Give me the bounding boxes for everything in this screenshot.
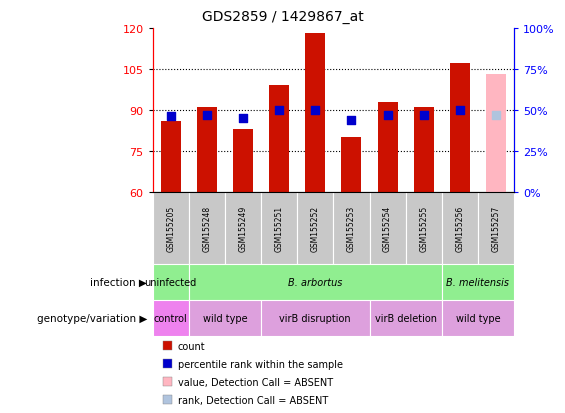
Bar <box>414 108 434 192</box>
Point <box>238 116 247 122</box>
Text: GSM155254: GSM155254 <box>383 205 392 252</box>
Text: rank, Detection Call = ABSENT: rank, Detection Call = ABSENT <box>178 395 328 405</box>
Text: count: count <box>178 341 206 351</box>
Point <box>492 112 501 119</box>
Text: percentile rank within the sample: percentile rank within the sample <box>178 359 343 369</box>
Bar <box>406 192 442 264</box>
Bar <box>189 301 261 337</box>
Text: B. arbortus: B. arbortus <box>288 278 342 287</box>
Bar <box>225 192 261 264</box>
Text: uninfected: uninfected <box>145 278 197 287</box>
Bar <box>163 359 172 368</box>
Bar <box>153 301 189 337</box>
Bar <box>450 64 470 192</box>
Bar <box>189 264 442 301</box>
Text: wild type: wild type <box>203 313 247 324</box>
Text: GSM155252: GSM155252 <box>311 205 320 252</box>
Text: GSM155205: GSM155205 <box>166 205 175 252</box>
Point <box>455 107 464 114</box>
Text: virB disruption: virB disruption <box>280 313 351 324</box>
Bar <box>261 192 297 264</box>
Bar <box>370 301 442 337</box>
Bar <box>333 192 370 264</box>
Bar <box>341 138 362 192</box>
Text: GSM155256: GSM155256 <box>455 205 464 252</box>
Bar <box>233 130 253 192</box>
Bar <box>163 377 172 386</box>
Bar <box>305 34 325 192</box>
Bar <box>297 192 333 264</box>
Point <box>383 112 392 119</box>
Bar <box>478 192 514 264</box>
Point <box>419 112 428 119</box>
Bar <box>486 75 506 192</box>
Bar <box>370 192 406 264</box>
Text: GSM155248: GSM155248 <box>202 205 211 252</box>
Text: control: control <box>154 313 188 324</box>
Text: GSM155257: GSM155257 <box>492 205 501 252</box>
Bar <box>160 121 181 192</box>
Text: genotype/variation ▶: genotype/variation ▶ <box>37 313 147 324</box>
Bar <box>269 86 289 192</box>
Bar <box>163 342 172 350</box>
Bar <box>153 192 189 264</box>
Bar <box>442 264 514 301</box>
Point <box>275 107 284 114</box>
Point <box>311 107 320 114</box>
Bar <box>189 192 225 264</box>
Point <box>347 117 356 124</box>
Bar <box>442 192 478 264</box>
Bar <box>153 264 189 301</box>
Text: infection ▶: infection ▶ <box>90 278 147 287</box>
Bar <box>377 102 398 192</box>
Text: GDS2859 / 1429867_at: GDS2859 / 1429867_at <box>202 10 363 24</box>
Point <box>166 114 175 121</box>
Text: GSM155253: GSM155253 <box>347 205 356 252</box>
Text: virB deletion: virB deletion <box>375 313 437 324</box>
Bar <box>197 108 217 192</box>
Bar <box>261 301 370 337</box>
Text: GSM155251: GSM155251 <box>275 205 284 252</box>
Text: B. melitensis: B. melitensis <box>446 278 510 287</box>
Text: wild type: wild type <box>456 313 500 324</box>
Bar <box>442 301 514 337</box>
Text: GSM155249: GSM155249 <box>238 205 247 252</box>
Text: value, Detection Call = ABSENT: value, Detection Call = ABSENT <box>178 377 333 387</box>
Bar <box>163 396 172 404</box>
Text: GSM155255: GSM155255 <box>419 205 428 252</box>
Point <box>202 112 211 119</box>
